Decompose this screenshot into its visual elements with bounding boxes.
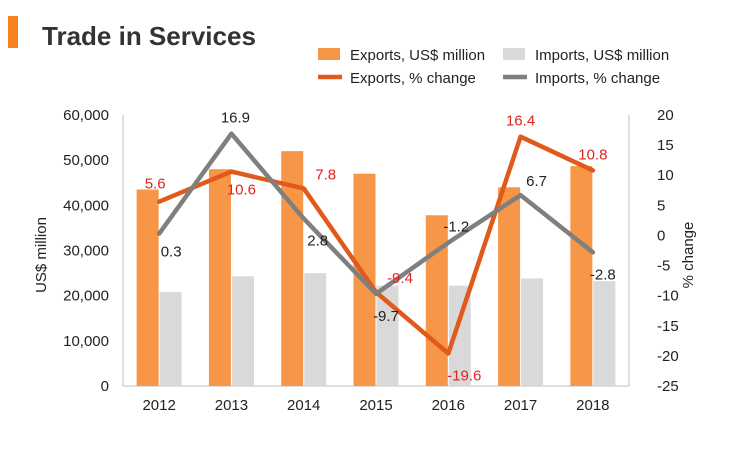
y-tick-label: 60,000 bbox=[63, 107, 109, 124]
y2-tick-label: -10 bbox=[657, 288, 679, 305]
y2-tick-label: 10 bbox=[657, 167, 674, 184]
legend-swatch bbox=[503, 48, 525, 60]
bar-imports-us-million bbox=[521, 278, 544, 386]
legend: Exports, US$ million Imports, US$ million… bbox=[318, 47, 669, 87]
data-label: 0.3 bbox=[161, 244, 182, 261]
data-label: -9.4 bbox=[387, 270, 413, 287]
bar-exports-us-million bbox=[570, 166, 593, 386]
y-axis-title: US$ million bbox=[33, 217, 50, 293]
y-tick-label: 10,000 bbox=[63, 333, 109, 350]
legend-label: Exports, % change bbox=[350, 70, 476, 87]
x-tick-label: 2013 bbox=[215, 397, 248, 414]
x-tick-label: 2015 bbox=[359, 397, 392, 414]
bar-imports-us-million bbox=[593, 281, 616, 386]
chart-title: Trade in Services bbox=[42, 21, 256, 51]
data-label: 16.4 bbox=[506, 113, 535, 130]
y2-tick-label: -5 bbox=[657, 258, 670, 275]
x-tick-label: 2012 bbox=[142, 397, 175, 414]
y2-tick-label: 15 bbox=[657, 137, 674, 154]
x-tick-label: 2018 bbox=[576, 397, 609, 414]
legend-label: Imports, % change bbox=[535, 70, 660, 87]
legend-swatch bbox=[318, 48, 340, 60]
bar-imports-us-million bbox=[231, 276, 254, 386]
y2-tick-label: 5 bbox=[657, 197, 665, 214]
x-tick-label: 2016 bbox=[432, 397, 465, 414]
y-tick-label: 40,000 bbox=[63, 197, 109, 214]
data-label: -2.8 bbox=[590, 266, 616, 283]
data-label: 6.7 bbox=[526, 173, 547, 190]
data-label: 10.6 bbox=[227, 182, 256, 199]
bar-imports-us-million bbox=[376, 285, 399, 386]
data-label: -9.7 bbox=[373, 308, 399, 325]
y-tick-label: 50,000 bbox=[63, 152, 109, 169]
y2-axis-title: % change bbox=[680, 222, 697, 289]
bar-exports-us-million bbox=[136, 189, 159, 386]
x-tick-label: 2017 bbox=[504, 397, 537, 414]
bar-imports-us-million bbox=[448, 285, 471, 386]
line-imports-change bbox=[156, 131, 596, 297]
bar-exports-us-million bbox=[498, 187, 521, 386]
y2-tick-label: -15 bbox=[657, 318, 679, 335]
bar-imports-us-million bbox=[159, 292, 182, 386]
bar-exports-us-million bbox=[208, 169, 231, 386]
legend-label: Imports, US$ million bbox=[535, 47, 669, 64]
data-label: 5.6 bbox=[145, 176, 166, 193]
plot-area: 0 10,000 20,000 30,000 40,000 50,000 60,000 -25… bbox=[63, 107, 679, 414]
title-accent-bar bbox=[8, 16, 18, 48]
legend-label: Exports, US$ million bbox=[350, 47, 485, 64]
y2-tick-label: 20 bbox=[657, 107, 674, 124]
data-label: -1.2 bbox=[443, 219, 469, 236]
data-label: 2.8 bbox=[307, 233, 328, 250]
y-tick-label: 20,000 bbox=[63, 288, 109, 305]
y2-tick-label: -25 bbox=[657, 378, 679, 395]
y-tick-label: 0 bbox=[101, 378, 109, 395]
data-label: 7.8 bbox=[315, 166, 336, 183]
y2-tick-label: 0 bbox=[657, 227, 665, 244]
bar-exports-us-million bbox=[425, 215, 448, 386]
data-label: 16.9 bbox=[221, 110, 250, 127]
data-label: 10.8 bbox=[578, 146, 607, 163]
data-label: -19.6 bbox=[447, 367, 481, 384]
y2-tick-label: -20 bbox=[657, 348, 679, 365]
bar-imports-us-million bbox=[304, 273, 327, 386]
y-tick-label: 30,000 bbox=[63, 243, 109, 260]
x-tick-label: 2014 bbox=[287, 397, 320, 414]
